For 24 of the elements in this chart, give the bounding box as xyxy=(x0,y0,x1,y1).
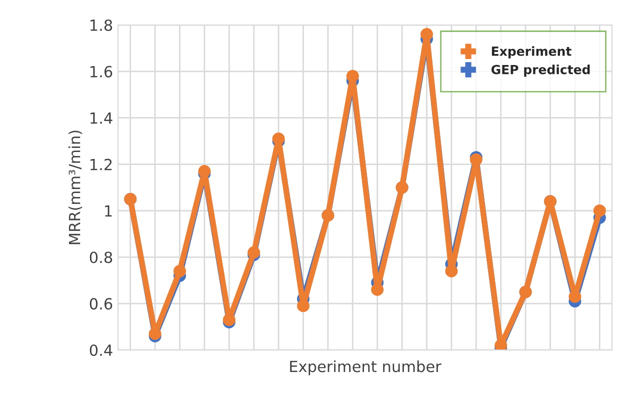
y-tick-label: 1 xyxy=(105,205,112,217)
point xyxy=(198,165,211,178)
point xyxy=(420,28,433,41)
point xyxy=(371,283,384,296)
y-tick-label: 1.8 xyxy=(90,19,112,32)
point xyxy=(174,264,186,278)
point xyxy=(445,264,458,278)
point xyxy=(272,132,285,145)
point xyxy=(568,290,582,303)
point xyxy=(248,246,260,259)
y-tick-label: 0.6 xyxy=(90,298,112,310)
y-tick-label: 1.2 xyxy=(90,158,112,170)
point xyxy=(346,70,359,82)
x-axis-title: Experiment number xyxy=(290,360,442,376)
y-tick-label: 1.4 xyxy=(90,112,112,124)
y-tick-label: 0.8 xyxy=(90,252,112,264)
point xyxy=(148,328,162,340)
y-tick-label: 0.4 xyxy=(90,344,112,356)
point xyxy=(593,204,606,217)
y-axis-title: MRR(mm³/min) xyxy=(68,130,82,244)
point xyxy=(297,300,310,312)
legend-label: GEP predicted xyxy=(491,64,590,77)
y-tick-label: 1.6 xyxy=(90,66,112,78)
legend-label: Experiment xyxy=(492,46,572,58)
